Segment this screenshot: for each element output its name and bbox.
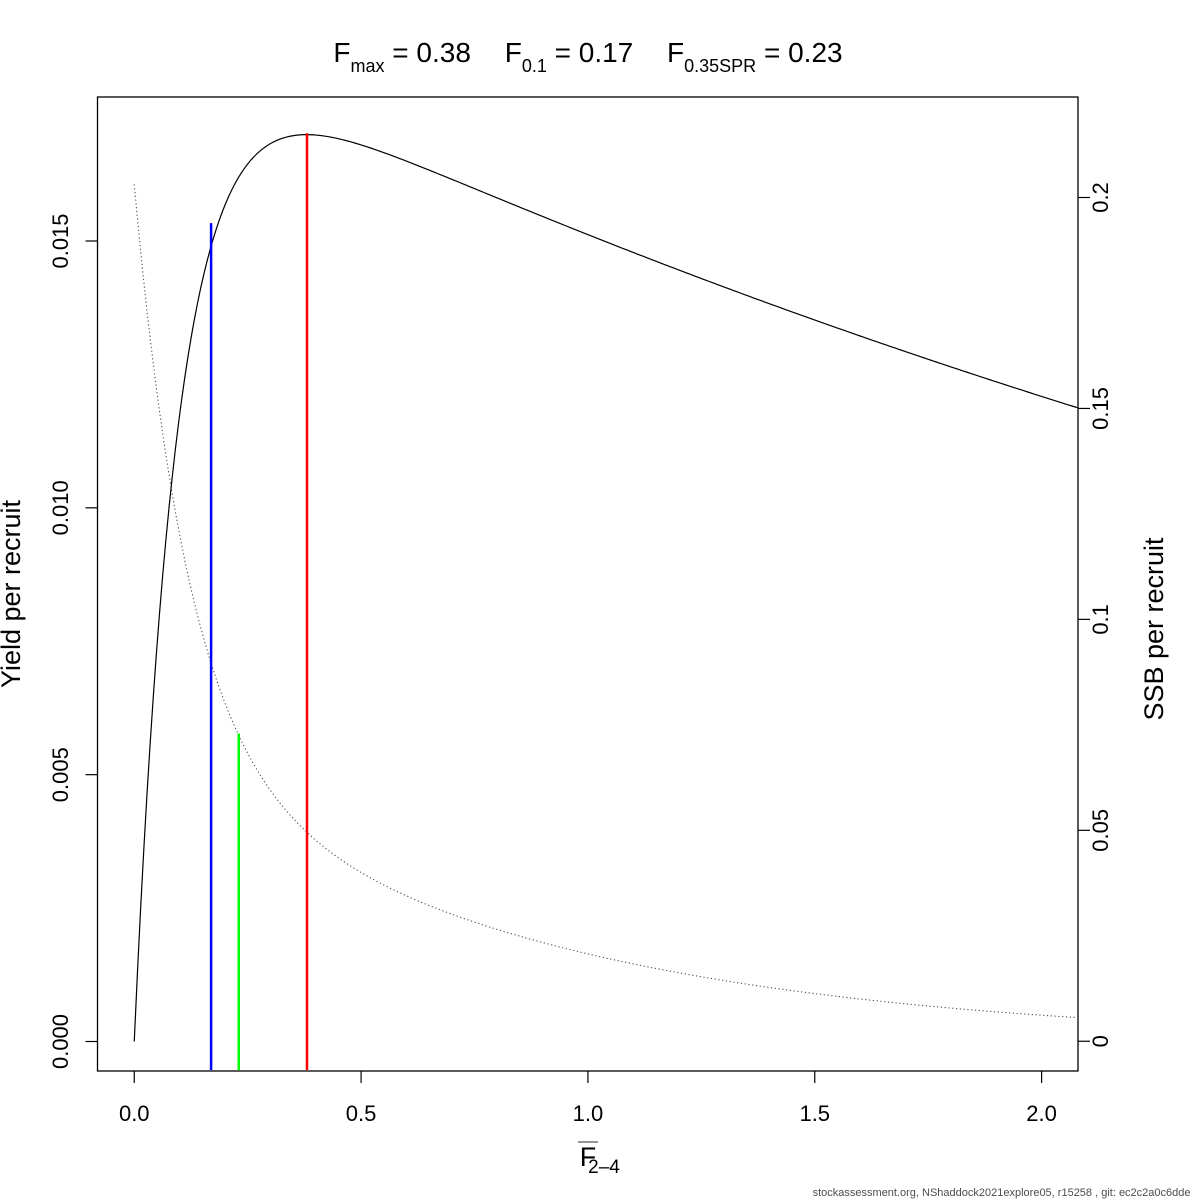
svg-text:0.005: 0.005 [48,747,73,802]
svg-text:Yield per recruit: Yield per recruit [0,499,26,688]
svg-text:0.2: 0.2 [1088,182,1113,213]
svg-text:1.5: 1.5 [799,1101,830,1126]
svg-text:0.000: 0.000 [48,1014,73,1069]
svg-text:0.15: 0.15 [1088,387,1113,430]
svg-text:0.015: 0.015 [48,213,73,268]
svg-text:stockassessment.org, NShaddock: stockassessment.org, NShaddock2021explor… [813,1187,1191,1199]
svg-text:0.0: 0.0 [119,1101,150,1126]
svg-text:1.0: 1.0 [573,1101,604,1126]
svg-text:2–4: 2–4 [588,1157,620,1178]
svg-text:SSB per recruit: SSB per recruit [1139,537,1169,721]
svg-text:0.05: 0.05 [1088,809,1113,852]
svg-text:0: 0 [1088,1035,1113,1047]
svg-text:2.0: 2.0 [1026,1101,1057,1126]
svg-text:0.010: 0.010 [48,480,73,535]
svg-text:0.5: 0.5 [346,1101,377,1126]
svg-text:0.1: 0.1 [1088,604,1113,635]
